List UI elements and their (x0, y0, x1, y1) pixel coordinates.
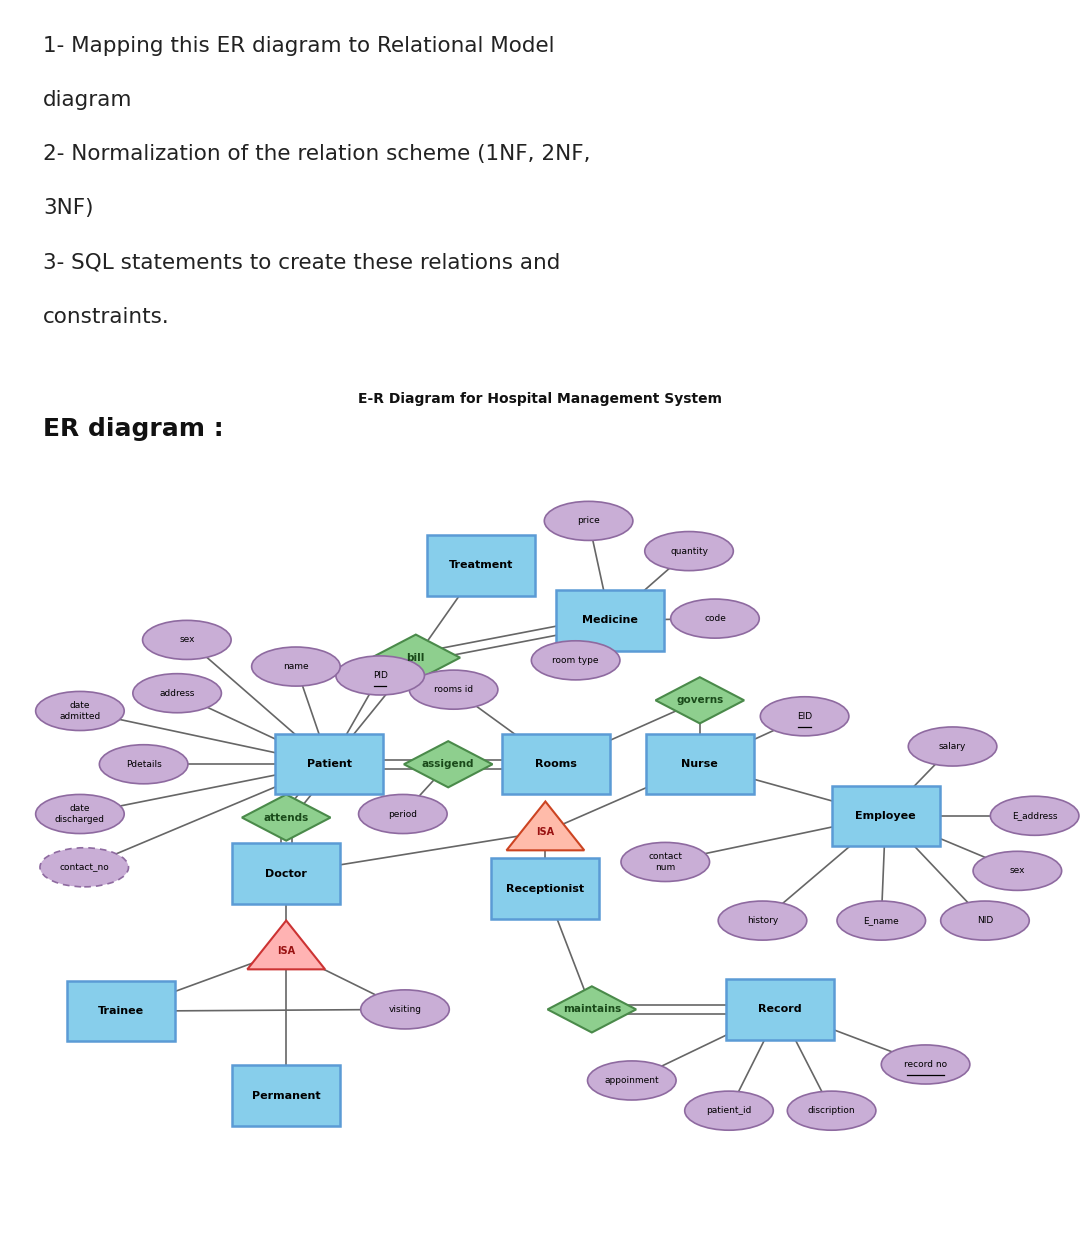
FancyBboxPatch shape (556, 590, 664, 651)
Ellipse shape (787, 1091, 876, 1130)
Ellipse shape (361, 990, 449, 1028)
Text: discription: discription (808, 1106, 855, 1115)
Text: name: name (283, 662, 309, 671)
Text: Rooms: Rooms (536, 759, 577, 769)
FancyBboxPatch shape (832, 786, 940, 846)
FancyBboxPatch shape (726, 980, 834, 1040)
Text: ISA: ISA (537, 827, 554, 837)
Ellipse shape (133, 674, 221, 713)
FancyBboxPatch shape (502, 734, 610, 794)
Text: assigend: assigend (422, 759, 474, 769)
Ellipse shape (336, 656, 424, 696)
Text: E-R Diagram for Hospital Management System: E-R Diagram for Hospital Management Syst… (357, 392, 723, 407)
Text: Receptionist: Receptionist (507, 883, 584, 893)
Text: PID: PID (373, 671, 388, 681)
Text: period: period (389, 809, 417, 818)
Polygon shape (372, 634, 460, 681)
Ellipse shape (40, 848, 129, 887)
Text: governs: governs (676, 696, 724, 706)
FancyBboxPatch shape (275, 734, 383, 794)
Text: diagram: diagram (43, 90, 133, 110)
Ellipse shape (252, 647, 340, 686)
Ellipse shape (760, 697, 849, 736)
Ellipse shape (544, 502, 633, 540)
Polygon shape (656, 677, 744, 723)
Text: ER diagram :: ER diagram : (43, 418, 224, 442)
Ellipse shape (36, 692, 124, 731)
Text: Nurse: Nurse (681, 759, 718, 769)
Text: Medicine: Medicine (582, 615, 638, 626)
Text: constraints.: constraints. (43, 306, 170, 327)
FancyBboxPatch shape (232, 1066, 340, 1126)
FancyBboxPatch shape (67, 981, 175, 1041)
Ellipse shape (973, 852, 1062, 891)
Text: history: history (747, 916, 778, 924)
FancyBboxPatch shape (646, 734, 754, 794)
Ellipse shape (881, 1045, 970, 1085)
FancyBboxPatch shape (427, 535, 535, 595)
Ellipse shape (941, 901, 1029, 941)
Ellipse shape (837, 901, 926, 941)
Ellipse shape (718, 901, 807, 941)
Ellipse shape (531, 641, 620, 679)
Ellipse shape (359, 794, 447, 833)
Text: contact_no: contact_no (59, 863, 109, 872)
Text: date
admitted: date admitted (59, 702, 100, 721)
Text: Record: Record (758, 1005, 801, 1015)
Text: sex: sex (1010, 867, 1025, 876)
Ellipse shape (685, 1091, 773, 1130)
Text: 3NF): 3NF) (43, 199, 94, 219)
Text: EID: EID (797, 712, 812, 721)
FancyBboxPatch shape (232, 843, 340, 903)
Polygon shape (242, 794, 330, 841)
Polygon shape (548, 986, 636, 1032)
Ellipse shape (99, 744, 188, 784)
Text: salary: salary (939, 742, 967, 751)
Ellipse shape (36, 794, 124, 833)
Text: date
discharged: date discharged (55, 804, 105, 823)
Text: 1- Mapping this ER diagram to Relational Model: 1- Mapping this ER diagram to Relational… (43, 35, 555, 55)
Ellipse shape (143, 620, 231, 659)
Polygon shape (507, 802, 584, 851)
Text: price: price (577, 517, 600, 525)
Text: Employee: Employee (855, 811, 916, 821)
Ellipse shape (645, 532, 733, 570)
Text: appoinment: appoinment (605, 1076, 659, 1085)
Text: sex: sex (179, 636, 194, 644)
Text: room type: room type (552, 656, 599, 664)
Text: record no: record no (904, 1060, 947, 1068)
Polygon shape (404, 741, 492, 787)
Text: patient_id: patient_id (706, 1106, 752, 1115)
Text: 3- SQL statements to create these relations and: 3- SQL statements to create these relati… (43, 253, 561, 273)
Ellipse shape (671, 599, 759, 638)
Text: maintains: maintains (563, 1005, 621, 1015)
Text: ISA: ISA (278, 946, 295, 956)
Text: bill: bill (406, 653, 426, 663)
Text: visiting: visiting (389, 1005, 421, 1013)
Text: E_name: E_name (863, 916, 900, 924)
Text: E_address: E_address (1012, 812, 1057, 821)
Text: NID: NID (976, 916, 994, 924)
Text: Doctor: Doctor (266, 868, 307, 878)
Text: address: address (160, 689, 194, 698)
FancyBboxPatch shape (491, 858, 599, 918)
Text: Pdetails: Pdetails (125, 759, 162, 769)
Text: quantity: quantity (670, 547, 708, 555)
Text: Trainee: Trainee (98, 1006, 144, 1016)
Text: code: code (704, 614, 726, 623)
Text: Treatment: Treatment (448, 560, 513, 570)
Text: attends: attends (264, 813, 309, 823)
Text: rooms id: rooms id (434, 686, 473, 694)
Text: contact
num: contact num (648, 852, 683, 872)
Polygon shape (247, 921, 325, 970)
Text: Permanent: Permanent (252, 1091, 321, 1101)
Ellipse shape (908, 727, 997, 766)
Ellipse shape (621, 842, 710, 882)
Text: Patient: Patient (307, 759, 352, 769)
Ellipse shape (409, 671, 498, 709)
Ellipse shape (588, 1061, 676, 1100)
Text: 2- Normalization of the relation scheme (1NF, 2NF,: 2- Normalization of the relation scheme … (43, 144, 591, 164)
Ellipse shape (990, 796, 1079, 836)
